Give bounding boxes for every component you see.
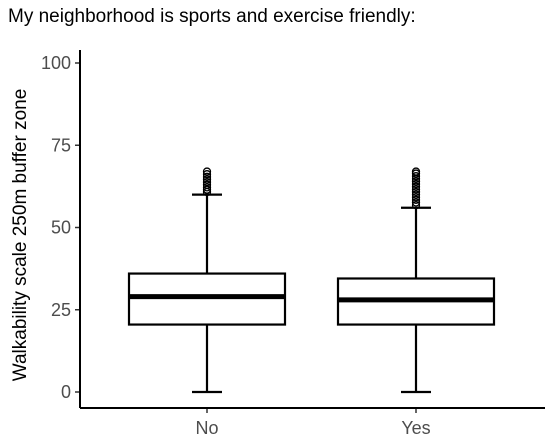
box-yes [336, 167, 496, 394]
outlier-point [411, 190, 421, 199]
box-series [127, 167, 496, 394]
y-tick-label: 25 [51, 300, 71, 320]
outlier-point [411, 195, 421, 205]
outlier-point [411, 177, 421, 186]
outlier-point [202, 167, 212, 176]
y-axis-title: Walkability scale 250m buffer zone [10, 89, 31, 382]
y-axis-ticks: 0 25 50 75 100 [41, 53, 80, 402]
outlier-point [202, 180, 212, 189]
outlier-point [411, 185, 421, 194]
outlier-point [202, 172, 212, 181]
x-tick-label: Yes [401, 418, 430, 438]
outlier-point [411, 179, 421, 189]
outlier-point [202, 177, 212, 187]
outlier-point [202, 170, 212, 179]
outlier-point [411, 182, 421, 191]
outlier-point [411, 198, 421, 207]
outlier-point [202, 175, 212, 184]
box-no [127, 167, 287, 394]
chart-title: My neighborhood is sports and exercise f… [8, 6, 416, 27]
y-tick-label: 75 [51, 135, 71, 155]
x-axis-ticks: No Yes [195, 408, 431, 438]
y-tick-label: 50 [51, 218, 71, 238]
outlier-point [411, 172, 421, 181]
outlier-point [411, 193, 421, 202]
x-tick-label: No [195, 418, 218, 438]
outlier-point [411, 187, 421, 197]
outlier-point [411, 167, 421, 176]
y-tick-label: 100 [41, 53, 71, 73]
outlier-point [411, 200, 421, 210]
y-tick-label: 0 [61, 382, 71, 402]
outlier-point [202, 183, 212, 192]
